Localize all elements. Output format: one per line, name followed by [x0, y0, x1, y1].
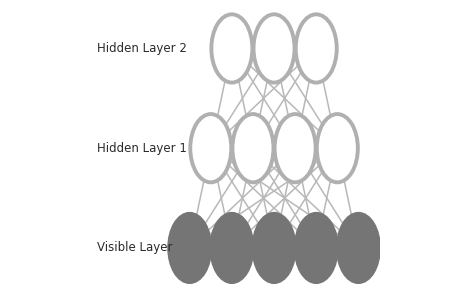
Ellipse shape [338, 214, 379, 282]
Ellipse shape [254, 214, 294, 282]
Ellipse shape [211, 14, 252, 83]
Ellipse shape [232, 114, 273, 182]
Ellipse shape [211, 214, 252, 282]
Ellipse shape [274, 114, 316, 182]
Ellipse shape [317, 114, 358, 182]
Ellipse shape [254, 14, 294, 83]
Text: Hidden Layer 2: Hidden Layer 2 [97, 42, 187, 55]
Ellipse shape [296, 14, 337, 83]
Ellipse shape [296, 214, 337, 282]
Ellipse shape [169, 214, 210, 282]
Text: Visible Layer: Visible Layer [97, 241, 173, 255]
Ellipse shape [190, 114, 231, 182]
Text: Hidden Layer 1: Hidden Layer 1 [97, 142, 187, 155]
